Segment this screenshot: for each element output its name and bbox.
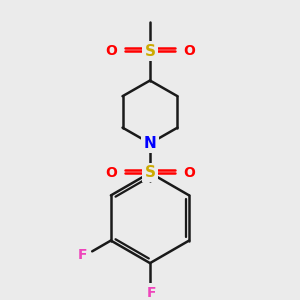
Text: S: S	[145, 44, 155, 59]
Text: N: N	[144, 136, 156, 151]
Text: F: F	[147, 286, 157, 300]
Text: O: O	[105, 44, 117, 58]
Text: S: S	[145, 165, 155, 180]
Text: O: O	[183, 166, 195, 180]
Text: O: O	[183, 44, 195, 58]
Text: F: F	[78, 248, 87, 262]
Text: O: O	[105, 166, 117, 180]
